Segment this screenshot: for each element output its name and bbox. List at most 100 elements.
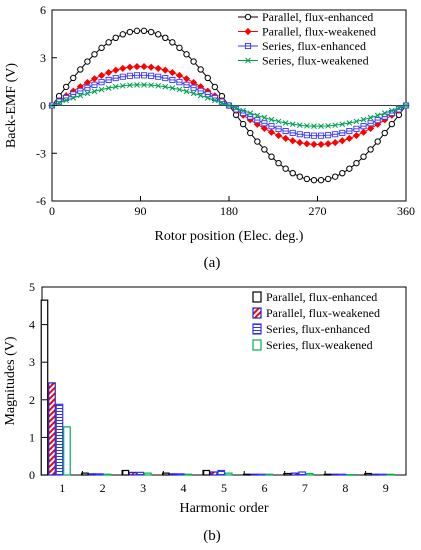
chart-b-y-tick-label: 3 (29, 355, 35, 369)
chart-a-legend-label: Series, flux-enhanced (262, 39, 366, 53)
chart-a-data-point (161, 66, 169, 74)
chart-b-legend-label: Series, flux-weakened (266, 338, 373, 352)
chart-a-data-point (126, 28, 134, 36)
chart-a-series-1 (48, 27, 410, 184)
chart-a-data-point (126, 63, 134, 71)
chart-a-data-point (154, 64, 162, 72)
chart-a-data-point (296, 131, 303, 138)
chart-b-legend-label: Parallel, flux-enhanced (266, 290, 377, 304)
chart-a-data-point (296, 139, 304, 147)
chart-a-data-point (63, 97, 70, 104)
chart-b-bar (305, 472, 314, 476)
chart-a-legend-label: Series, flux-weakened (262, 54, 369, 68)
chart-b-y-axis-label: Magnitudes (V) (3, 336, 18, 425)
chart-b-bar (202, 469, 211, 476)
chart-a-data-point (176, 79, 183, 86)
chart-b-bar (331, 473, 339, 476)
chart-a-data-point (168, 69, 176, 77)
chart-a-data-point (133, 72, 141, 79)
chart-b-legend-item: Parallel, flux-weakened (252, 306, 380, 320)
chart-a-data-point (374, 120, 382, 128)
chart-a-data-point (367, 120, 374, 127)
chart-b-x-tick-label: 1 (59, 481, 65, 495)
chart-b-legend-item: Parallel, flux-enhanced (252, 290, 377, 304)
chart-a-data-point (105, 76, 112, 84)
chart-a-data-point (91, 81, 98, 88)
chart-a-data-point (339, 129, 346, 136)
chart-a-data-point (367, 124, 375, 132)
chart-a-data-point (388, 107, 395, 114)
chart-a-data-point (253, 120, 261, 128)
chart-a-data-point (197, 66, 204, 73)
chart-a-data-point (318, 123, 324, 130)
chart-a-data-point (374, 117, 381, 124)
chart-b-series-2 (48, 382, 380, 476)
chart-a-data-point (70, 74, 77, 82)
chart-b-x-tick-label: 2 (100, 481, 106, 495)
chart-b-bar (379, 473, 387, 476)
chart-a-legend-item: Parallel, flux-enhanced (238, 10, 373, 24)
chart-a-x-tick-label: 0 (49, 204, 55, 218)
chart-b-bar (161, 472, 170, 476)
chart-a-data-point (303, 140, 311, 148)
chart-a-data-point (182, 75, 191, 83)
chart-a-data-point (303, 175, 311, 183)
chart-b-bar (144, 472, 152, 476)
chart-a-y-tick-label: 0 (40, 99, 46, 113)
chart-a-data-point (268, 116, 275, 123)
chart-b-legend-label: Series, flux-enhanced (266, 322, 370, 336)
chart-b-bar (48, 382, 56, 476)
chart-a-data-point (324, 140, 332, 148)
chart-b-panel-label: (b) (203, 528, 221, 544)
chart-a-data-point (140, 72, 148, 79)
chart-a-data-point (77, 87, 84, 94)
chart-a-data-point (141, 81, 147, 88)
chart-a-data-point (339, 169, 346, 177)
chart-b-legend-item: Series, flux-weakened (252, 338, 373, 352)
chart-a-data-point (359, 128, 368, 136)
chart-a-data-point (346, 120, 353, 126)
chart-a-data-point (310, 176, 318, 184)
chart-a-data-point (303, 132, 310, 139)
chart-a-data-point (338, 137, 346, 145)
chart-b-bar (184, 473, 193, 476)
chart-b-bar (169, 473, 178, 476)
chart-a-data-point (197, 92, 204, 99)
chart-a-data-point (332, 131, 339, 138)
chart-a-data-point (169, 85, 176, 91)
chart-b-x-tick-label: 8 (342, 481, 348, 495)
chart-b-x-tick-label: 3 (140, 481, 146, 495)
chart-a-data-point (403, 102, 409, 109)
chart-a-data-point (296, 173, 303, 180)
chart-a-data-point (267, 128, 276, 136)
chart-a-data-point (204, 95, 211, 101)
chart-a-data-point (105, 39, 112, 46)
chart-a-data-point (119, 31, 127, 38)
chart-a-data-point (133, 27, 141, 35)
chart-a-data-point (289, 137, 297, 145)
chart-a-data-point (70, 95, 77, 101)
chart-a-data-point (388, 120, 396, 128)
chart-b-series-4 (63, 426, 395, 476)
chart-a-data-point (162, 34, 169, 42)
chart-a-data-point (84, 90, 91, 97)
chart-b-bar (121, 469, 130, 476)
chart-a-data-point (268, 123, 275, 130)
chart-b-y-tick-label: 4 (29, 318, 35, 332)
chart-b-y-tick-label: 2 (29, 393, 35, 407)
chart-a-data-point (147, 28, 155, 36)
chart-a-data-point (98, 44, 105, 52)
chart-a-data-point (211, 97, 218, 104)
chart-a-data-point (304, 122, 310, 129)
chart-b-bar (63, 426, 71, 476)
chart-a-data-point (332, 173, 339, 180)
chart-a-data-point (105, 85, 112, 91)
chart-a-data-point (275, 118, 282, 125)
chart-a-data-point (162, 75, 169, 82)
chart-a-data-point (112, 66, 120, 74)
chart-a-data-point (176, 86, 183, 93)
chart-b-legend-label: Parallel, flux-weakened (266, 306, 380, 320)
chart-a-data-point (310, 132, 318, 139)
chart-a-legend-marker (244, 13, 252, 21)
